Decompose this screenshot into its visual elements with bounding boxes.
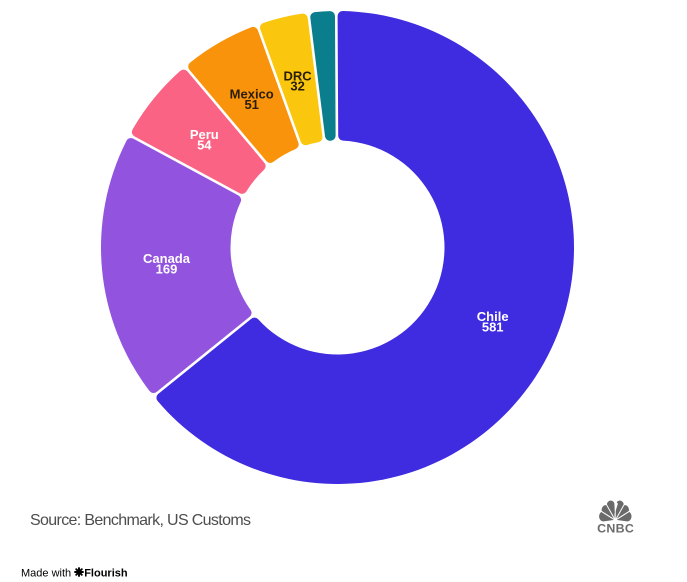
- svg-text:CNBC: CNBC: [597, 522, 634, 536]
